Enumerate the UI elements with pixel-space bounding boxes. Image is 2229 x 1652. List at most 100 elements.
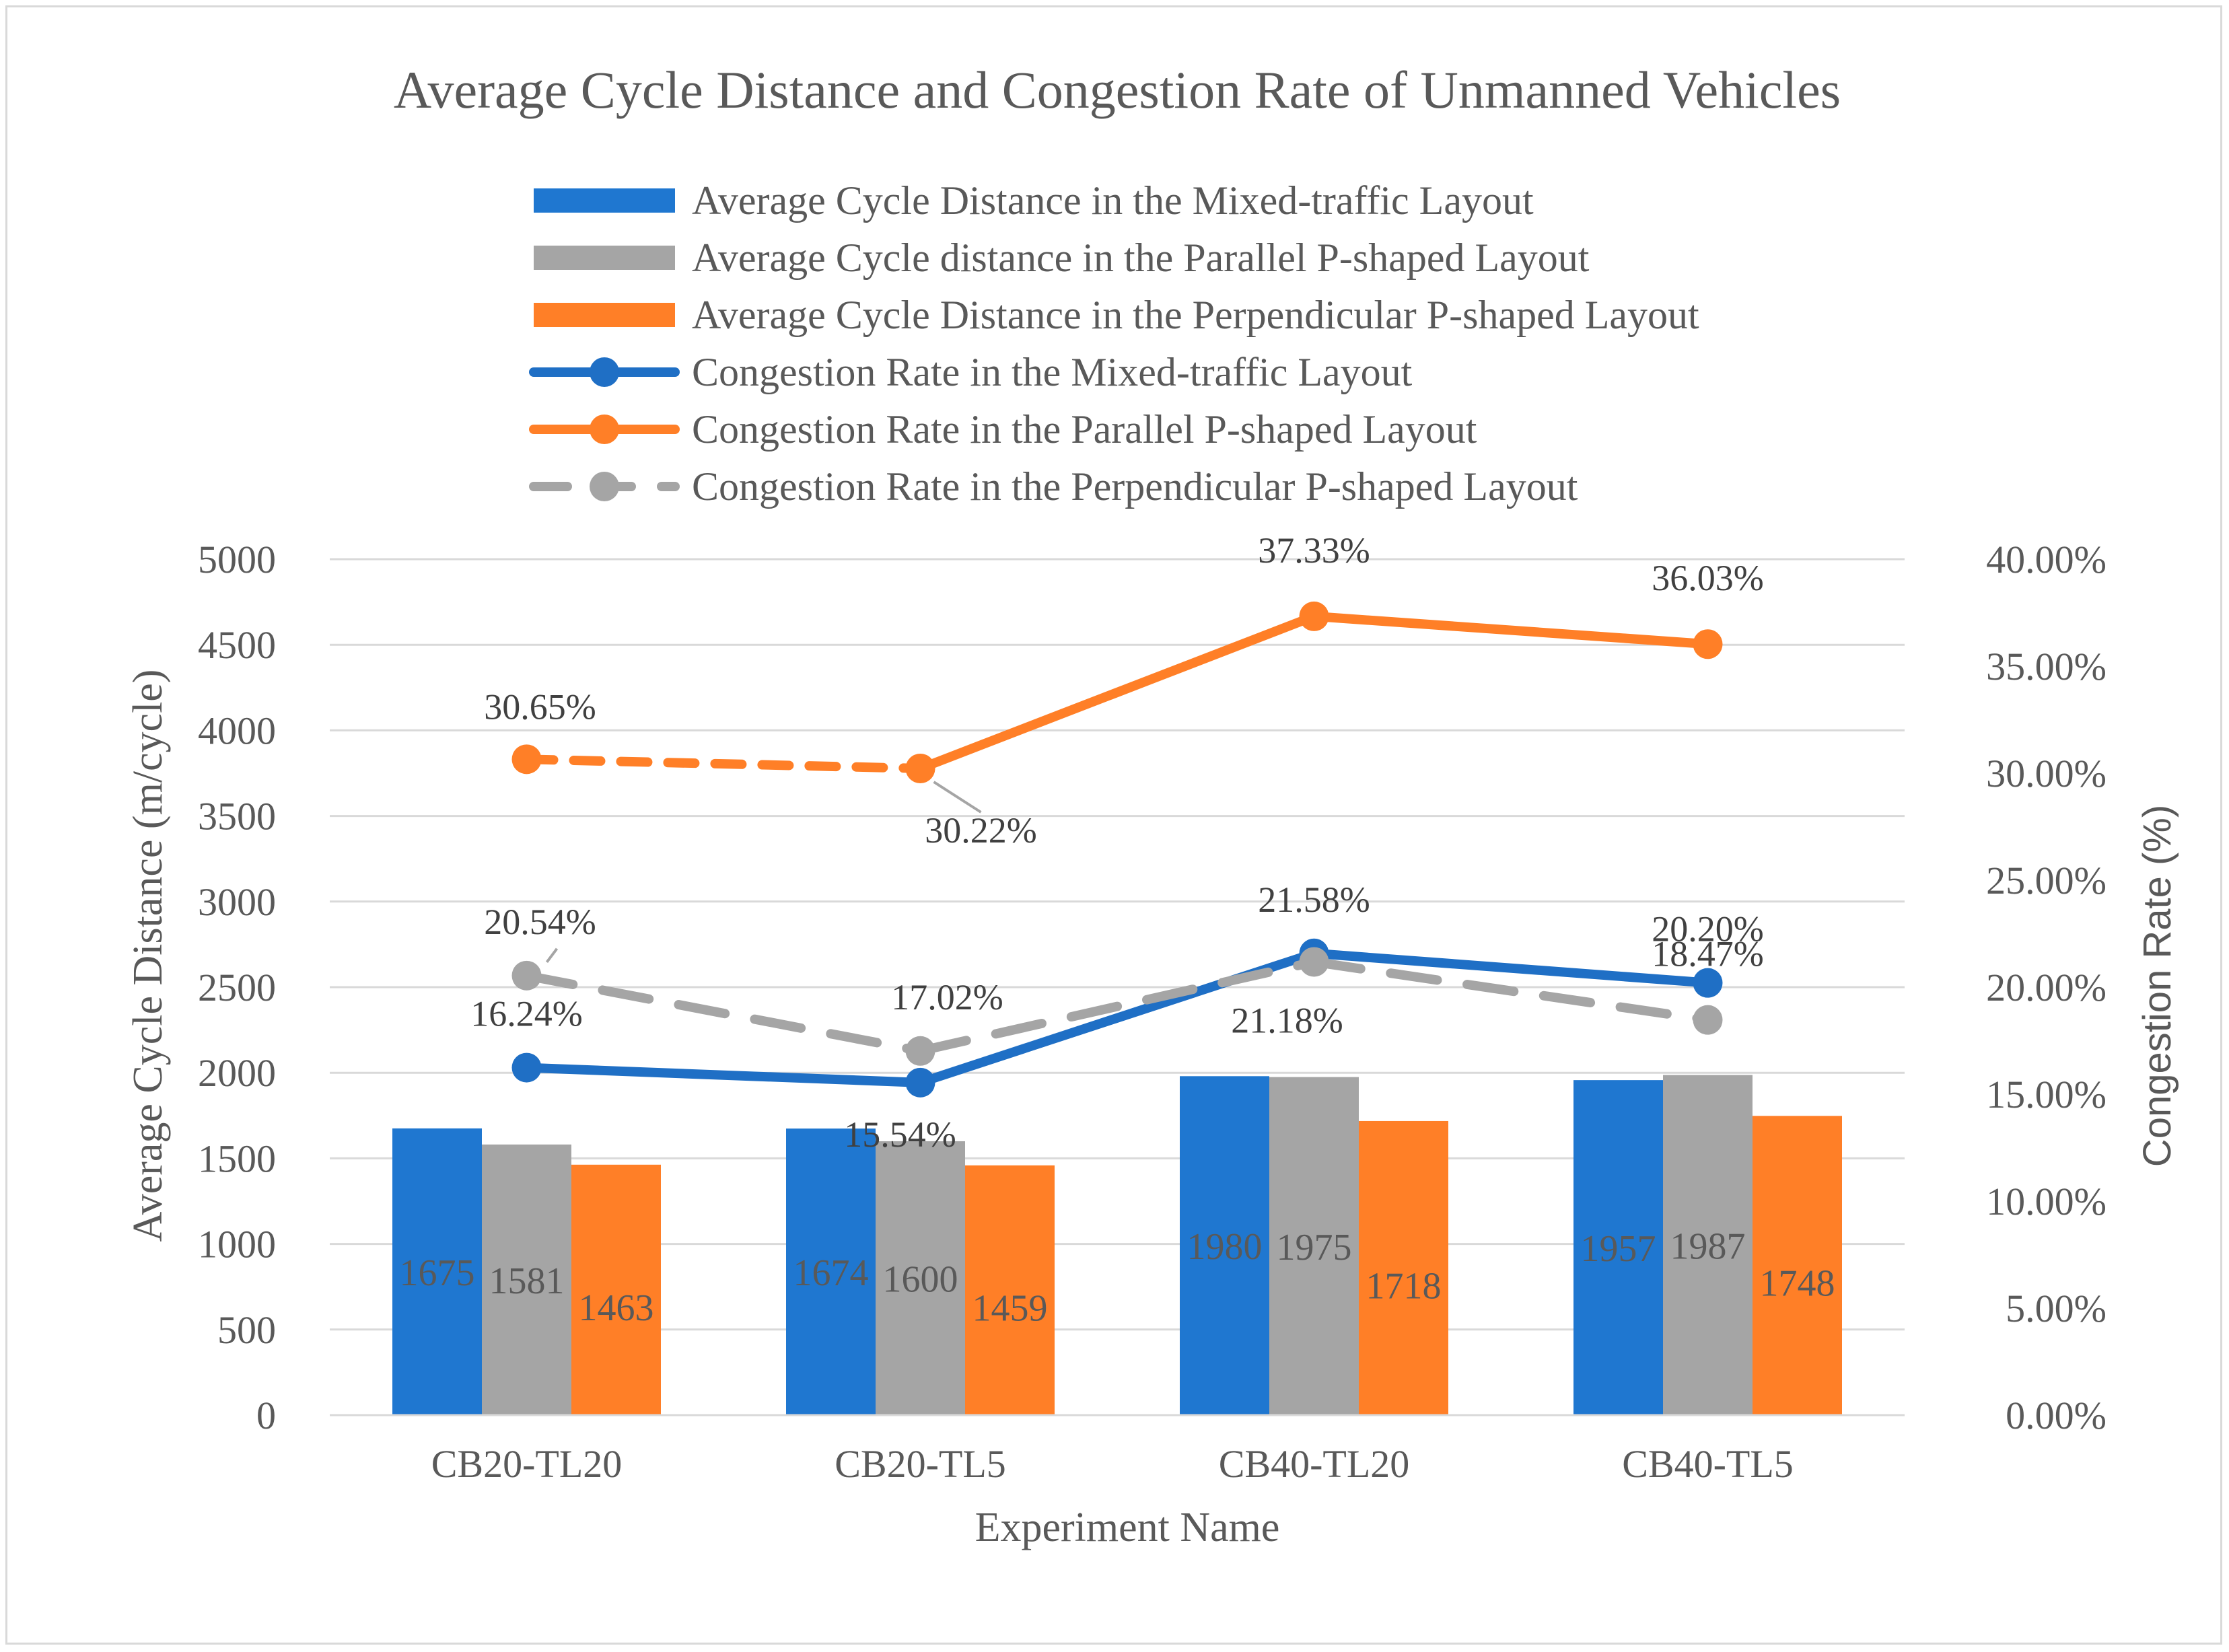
y2-tick-label: 15.00% (1986, 1073, 2107, 1116)
leader-line (933, 781, 982, 814)
legend-marker (590, 357, 619, 387)
y2-tick-label: 5.00% (2006, 1287, 2107, 1330)
y-tick-label: 2000 (198, 1051, 276, 1095)
point-data-label: 21.58% (1258, 879, 1370, 920)
y-tick-label: 2500 (198, 966, 276, 1009)
bar (965, 1165, 1055, 1415)
line-segment (522, 1063, 925, 1087)
x-axis-ticks: CB20-TL20 CB20-TL5 CB40-TL20 CB40-TL5 (431, 1442, 1794, 1486)
bar-data-label: 1674 (793, 1252, 869, 1294)
line-marker (511, 960, 542, 991)
legend-label: Congestion Rate in the Perpendicular P-s… (692, 464, 1578, 509)
point-data-label: 15.54% (844, 1114, 956, 1155)
x-tick-label: CB40-TL20 (1219, 1442, 1410, 1486)
bar-data-label: 1975 (1277, 1227, 1352, 1268)
bars: 1675 1581 1463 1674 1600 1459 1980 1975 1718 1957… (392, 1075, 1842, 1415)
y-tick-label: 1500 (198, 1137, 276, 1180)
legend-marker (590, 472, 619, 501)
bar (1269, 1077, 1359, 1415)
legend-label: Average Cycle distance in the Parallel P… (692, 236, 1590, 280)
point-data-label: 36.03% (1652, 558, 1763, 598)
bar-data-label: 1718 (1366, 1265, 1442, 1307)
point-data-label: 30.22% (925, 810, 1036, 851)
bar (786, 1128, 876, 1415)
y-tick-label: 4500 (198, 623, 276, 667)
y-axis-title: Average Cycle Distance (m/cycle) (125, 670, 171, 1242)
y-tick-label: 3000 (198, 880, 276, 924)
line-segment (915, 957, 1319, 1056)
legend-swatch (534, 246, 675, 270)
line-segment (522, 754, 925, 774)
legend-label: Average Cycle Distance in the Perpendicu… (692, 293, 1699, 337)
point-data-label: 18.47% (1652, 934, 1763, 974)
line-marker (905, 754, 935, 784)
point-data-label: 21.18% (1231, 1000, 1343, 1040)
y-tick-label: 3500 (198, 795, 276, 838)
line-marker (511, 744, 542, 775)
y2-tick-label: 25.00% (1986, 859, 2107, 902)
legend-marker (590, 415, 619, 444)
bar (392, 1128, 482, 1415)
bar (1359, 1120, 1448, 1415)
y-tick-label: 500 (217, 1308, 276, 1352)
point-data-label: 20.54% (484, 902, 596, 942)
y-axis-ticks: 0 500 1000 1500 2000 2500 3000 3500 4000 4500 5000 (198, 538, 276, 1437)
bar (1663, 1075, 1753, 1415)
line-marker (511, 1052, 542, 1083)
line-segment (915, 611, 1319, 774)
point-data-label: 20.20% (1652, 909, 1763, 949)
bar (482, 1144, 571, 1415)
line-marker (1299, 601, 1329, 631)
line-segment (522, 970, 925, 1056)
y2-axis-title: Congestion Rate (%) (2135, 805, 2179, 1167)
y2-tick-label: 30.00% (1986, 752, 2107, 795)
legend-label: Congestion Rate in the Mixed-traffic Lay… (692, 350, 1413, 394)
y-tick-label: 5000 (198, 538, 276, 581)
legend-swatch (534, 303, 675, 327)
line-marker (1693, 968, 1723, 998)
line-marker (1693, 629, 1723, 659)
bar-data-label: 1957 (1581, 1228, 1656, 1270)
bar-data-label: 1980 (1187, 1226, 1263, 1268)
legend-swatch (534, 188, 675, 213)
y-tick-label: 1000 (198, 1223, 276, 1266)
bar-data-label: 1600 (883, 1258, 958, 1300)
bar (1180, 1076, 1269, 1415)
line-segment (1309, 957, 1713, 1025)
legend-label: Congestion Rate in the Parallel P-shaped… (692, 407, 1477, 452)
x-tick-label: CB20-TL5 (835, 1442, 1006, 1486)
point-data-label: 37.33% (1258, 530, 1370, 571)
x-tick-label: CB20-TL20 (431, 1442, 623, 1486)
line-marker (905, 1036, 935, 1066)
chart-title: Average Cycle Distance and Congestion Ra… (394, 61, 1841, 119)
point-data-label: 17.02% (891, 977, 1003, 1017)
x-tick-label: CB40-TL5 (1622, 1442, 1794, 1486)
y-tick-label: 4000 (198, 709, 276, 752)
legend: Average Cycle Distance in the Mixed-traf… (529, 178, 1699, 509)
bar-data-label: 1748 (1760, 1263, 1835, 1305)
y2-tick-label: 20.00% (1986, 966, 2107, 1009)
y2-axis-ticks: 0.00% 5.00% 10.00% 15.00% 20.00% 25.00% 30.00%… (1986, 538, 2107, 1437)
y2-tick-label: 40.00% (1986, 538, 2107, 581)
lines: 16.24% 15.54% 21.58% 20.20% 30.65% 30.22% 37.3… (470, 530, 1763, 1155)
bar (571, 1164, 661, 1415)
line-marker (1299, 947, 1329, 977)
point-data-label: 16.24% (470, 994, 582, 1034)
bar-data-label: 1459 (972, 1287, 1048, 1329)
bar-data-label: 1675 (400, 1252, 475, 1294)
line-segment (1309, 611, 1713, 649)
y2-tick-label: 35.00% (1986, 645, 2107, 688)
line-marker (1693, 1005, 1723, 1035)
line-marker (905, 1067, 935, 1098)
y2-tick-label: 0.00% (2006, 1394, 2107, 1437)
bar-data-label: 1581 (489, 1260, 565, 1302)
y-tick-label: 0 (256, 1394, 276, 1437)
point-data-label: 30.65% (484, 686, 596, 727)
y2-tick-label: 10.00% (1986, 1180, 2107, 1223)
bar (876, 1141, 965, 1415)
bar (1573, 1080, 1663, 1415)
bar-data-label: 1463 (579, 1287, 654, 1329)
bar-data-label: 1987 (1670, 1225, 1746, 1267)
line-segment (1309, 948, 1713, 988)
